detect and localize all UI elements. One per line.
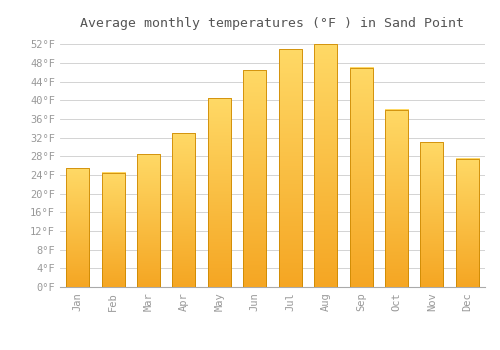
Bar: [66, 168, 89, 287]
Title: Average monthly temperatures (°F ) in Sand Point: Average monthly temperatures (°F ) in Sa…: [80, 17, 464, 30]
Bar: [385, 110, 408, 287]
Bar: [244, 70, 266, 287]
Bar: [172, 133, 196, 287]
Bar: [314, 44, 337, 287]
Bar: [208, 98, 231, 287]
Bar: [420, 142, 444, 287]
Bar: [456, 159, 479, 287]
Bar: [350, 68, 372, 287]
Bar: [137, 154, 160, 287]
Bar: [278, 49, 301, 287]
Bar: [102, 173, 124, 287]
